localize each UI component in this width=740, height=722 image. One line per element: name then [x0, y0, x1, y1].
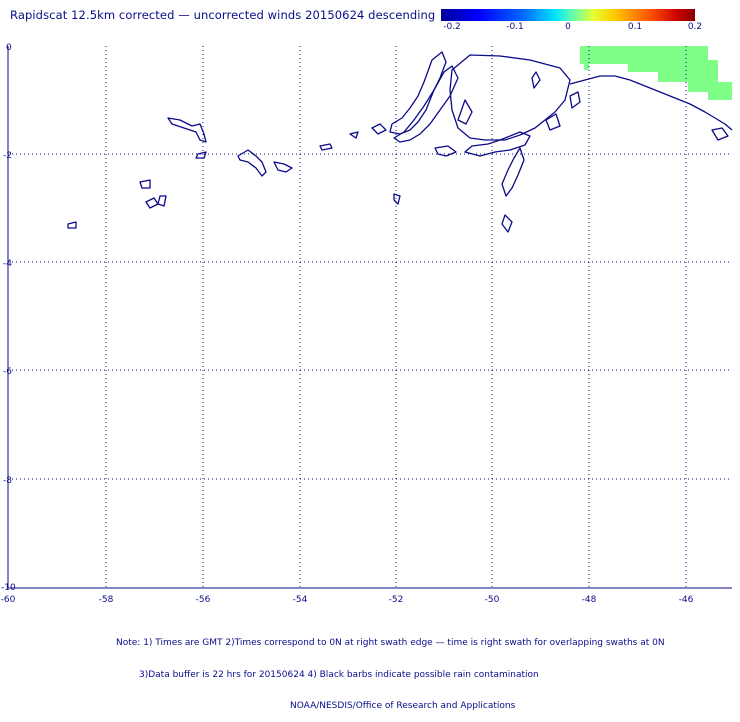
- colorbar-tick: -0.2: [443, 22, 461, 32]
- wind-swath-region: [580, 46, 732, 100]
- colorbar-tick: -0.1: [506, 22, 524, 32]
- colorbar-tick: 0.1: [627, 22, 643, 32]
- colorbar-tick: 0.2: [687, 22, 703, 32]
- colorbar-tick: 0: [565, 22, 571, 32]
- x-axis: -60 -58 -56 -54 -52 -50 -48 -46: [1, 595, 694, 605]
- x-tick-label: -54: [293, 595, 308, 605]
- y-tick-label: 0: [6, 43, 12, 53]
- y-axis: 0 -2 -4 -6 -8 -10: [1, 43, 16, 593]
- x-tick-label: -52: [389, 595, 404, 605]
- note-line-1: Note: 1) Times are GMT 2)Times correspon…: [116, 638, 665, 648]
- x-tick-label: -46: [679, 595, 694, 605]
- map-panel: -60 -58 -56 -54 -52 -50 -48 -46 0 -2 -4 …: [1, 43, 733, 605]
- y-tick-label: -8: [3, 476, 12, 486]
- map-title: Rapidscat 12.5km corrected — uncorrected…: [10, 8, 436, 22]
- graticule: [8, 46, 732, 588]
- map-frame: [7, 46, 732, 589]
- coastline: [67, 51, 733, 233]
- y-tick-label: -4: [3, 259, 12, 269]
- note-line-2: 3)Data buffer is 22 hrs for 20150624 4) …: [139, 669, 539, 680]
- colorbar-legend: -0.2 -0.1 0 0.1 0.2: [441, 9, 702, 32]
- footnotes: Note: 1) Times are GMT 2)Times correspon…: [0, 617, 740, 722]
- x-tick-label: -60: [1, 595, 16, 605]
- y-tick-label: -2: [3, 151, 12, 161]
- colorbar-gradient: [441, 9, 695, 21]
- note-line-3: NOAA/NESDIS/Office of Research and Appli…: [290, 701, 516, 711]
- x-tick-label: -56: [196, 595, 211, 605]
- x-tick-label: -58: [99, 595, 114, 605]
- x-tick-label: -48: [582, 595, 597, 605]
- y-tick-label: -6: [3, 367, 12, 377]
- y-tick-label: -10: [1, 583, 16, 593]
- x-tick-label: -50: [485, 595, 500, 605]
